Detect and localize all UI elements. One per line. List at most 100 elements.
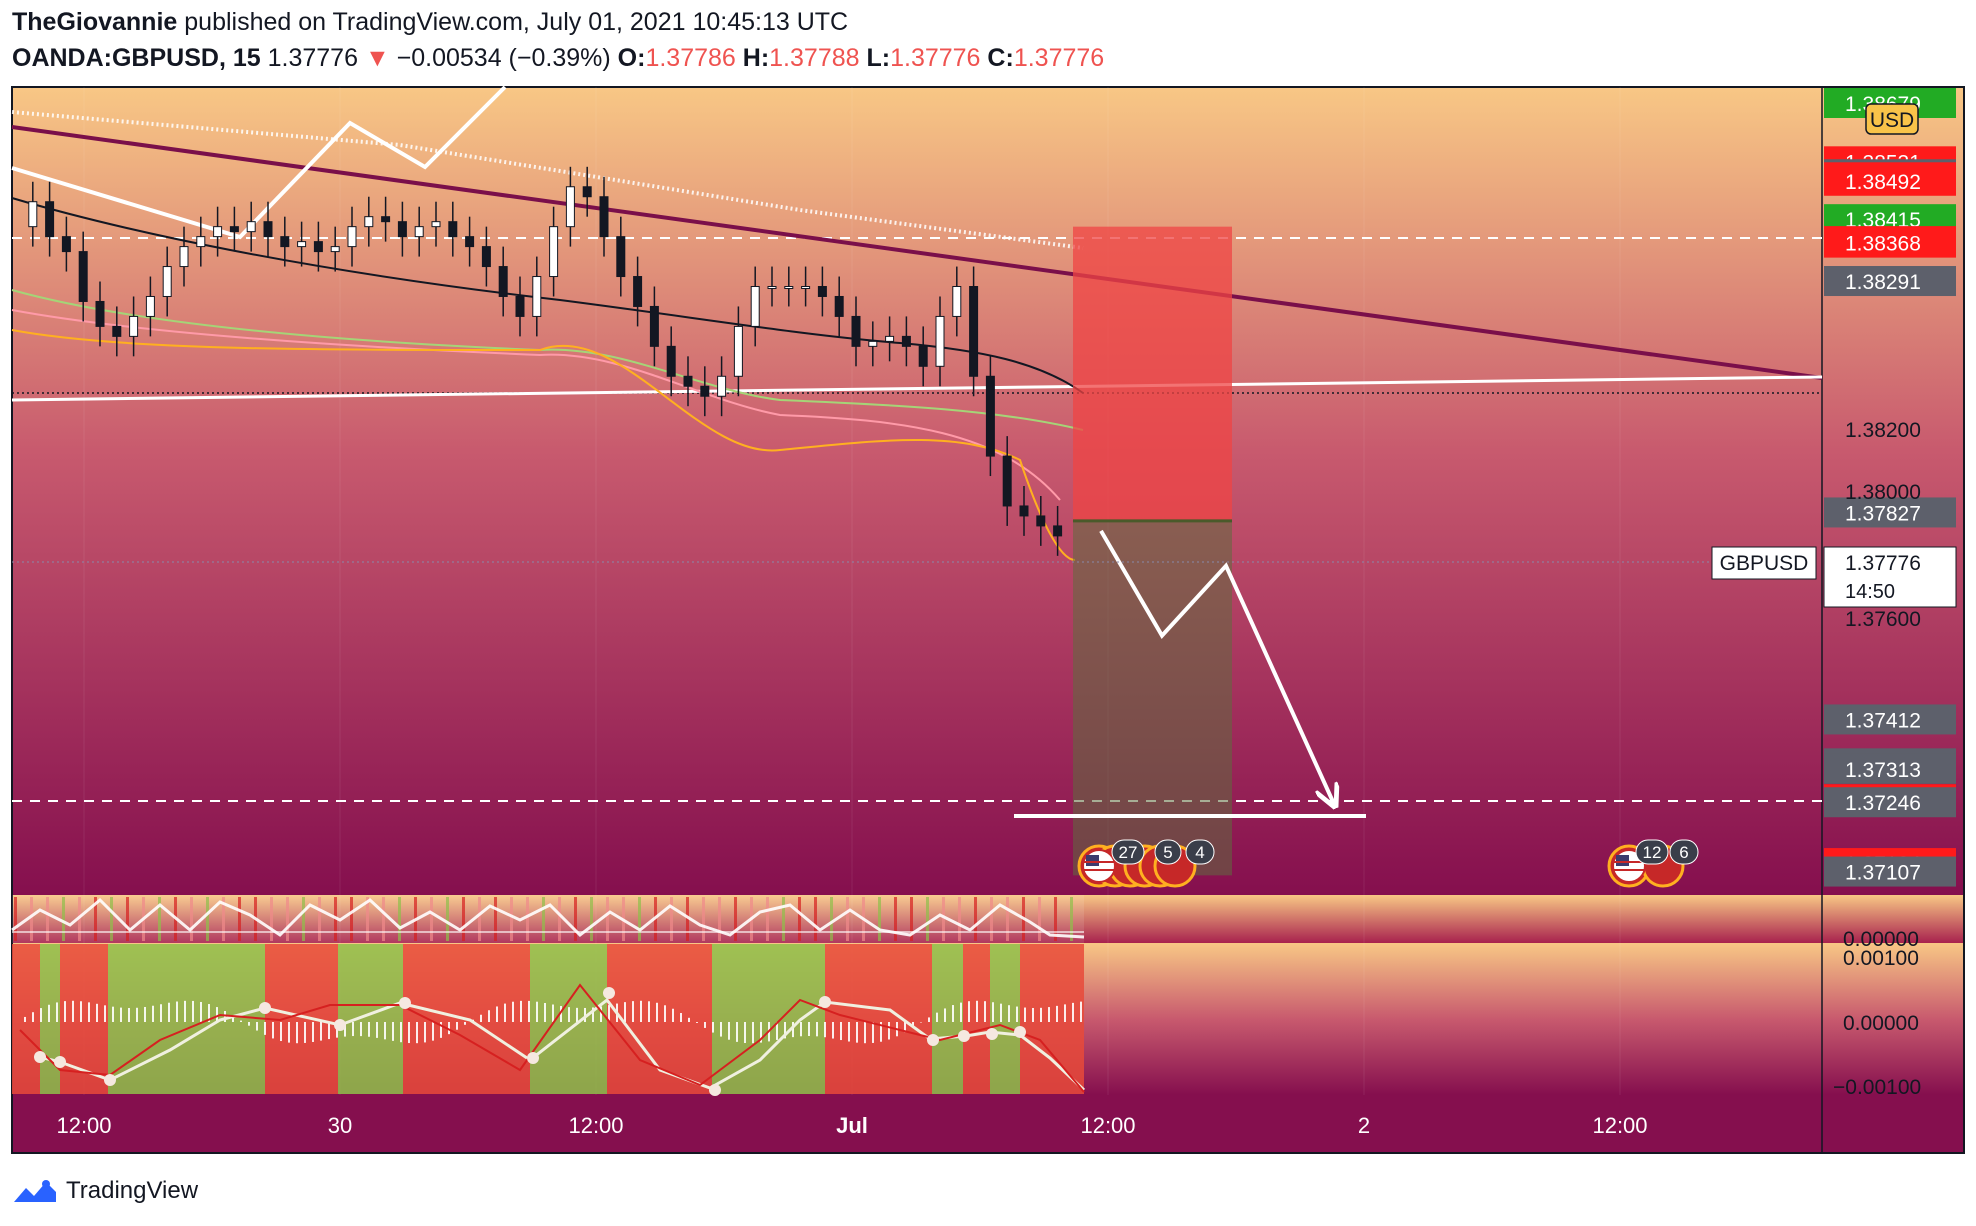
rsi-bar bbox=[382, 897, 385, 941]
macd-hist-bar bbox=[56, 1002, 58, 1022]
candle bbox=[263, 221, 273, 238]
macd-hist-bar bbox=[416, 1022, 418, 1044]
candle bbox=[969, 286, 979, 377]
candle bbox=[901, 335, 911, 347]
rsi-bar bbox=[94, 897, 97, 941]
candle bbox=[717, 375, 727, 397]
candle bbox=[683, 375, 693, 387]
rsi-bar bbox=[62, 897, 65, 941]
price-label[interactable]: 1.37246 bbox=[1824, 787, 1956, 818]
macd-tick: 0.00000 bbox=[1843, 1012, 1919, 1035]
candle bbox=[45, 201, 55, 238]
event-count-1: 27 bbox=[1119, 843, 1138, 862]
macd-hist-bar bbox=[584, 1007, 586, 1022]
descending-trendline[interactable] bbox=[11, 125, 1823, 380]
macd-hist-bar bbox=[208, 1004, 210, 1022]
macd-hist-bar bbox=[688, 1017, 690, 1022]
macd-hist-bar bbox=[440, 1022, 442, 1038]
symbol-info: OANDA:GBPUSD, 15 1.37776 ▼ −0.00534 (−0.… bbox=[12, 44, 1104, 73]
macd-hist-bar bbox=[352, 1022, 354, 1037]
macd-hist-bar bbox=[368, 1022, 370, 1037]
candle bbox=[465, 236, 475, 248]
macd-hist-bar bbox=[608, 1005, 610, 1022]
macd-hist-bar bbox=[24, 1016, 26, 1022]
price-axis-labels[interactable]: 1.386791.385311.385051.384991.384921.384… bbox=[1824, 88, 1956, 887]
white-path-top[interactable] bbox=[11, 85, 507, 240]
y-tick: 1.38200 bbox=[1845, 419, 1921, 442]
candles[interactable] bbox=[28, 166, 1063, 556]
candle bbox=[498, 266, 508, 297]
author-name[interactable]: TheGiovannie bbox=[12, 8, 178, 36]
macd-hist-bar bbox=[536, 1001, 538, 1022]
macd-hist-bar bbox=[1072, 1002, 1074, 1022]
price-label[interactable]: 1.37412 bbox=[1824, 704, 1956, 735]
macd-hist-bar bbox=[160, 1004, 162, 1022]
event-badges[interactable]: 27 5 4 12 6 bbox=[1077, 839, 1699, 888]
macd-hist-bar bbox=[48, 1004, 50, 1022]
rsi-bar bbox=[510, 897, 513, 941]
candle bbox=[1002, 455, 1012, 507]
price-label[interactable]: 1.38368 bbox=[1824, 227, 1956, 258]
price-label-text: 1.37827 bbox=[1845, 502, 1921, 525]
y-tick-labels: 1.38200 1.38000 1.37600 bbox=[1845, 419, 1921, 631]
rsi-bar bbox=[14, 897, 17, 941]
candle bbox=[733, 325, 743, 377]
main-pane[interactable] bbox=[12, 87, 1964, 895]
macd-hist-bar bbox=[600, 1006, 602, 1022]
price-label[interactable]: 1.37827 bbox=[1824, 497, 1956, 528]
macd-hist-bar bbox=[192, 1000, 194, 1022]
rsi-bar bbox=[398, 897, 401, 941]
macd-background-bands bbox=[12, 944, 1084, 1094]
rsi-bar bbox=[766, 897, 769, 941]
macd-hist-bar bbox=[88, 1002, 90, 1022]
down-arrow-icon: ▼ bbox=[364, 44, 390, 72]
macd-hist-bar bbox=[1080, 1001, 1082, 1022]
currency-text: USD bbox=[1870, 109, 1914, 132]
price-label[interactable]: 1.38492 bbox=[1824, 165, 1956, 196]
candle bbox=[78, 251, 88, 302]
price-label[interactable]: 1.37313 bbox=[1824, 753, 1956, 784]
rsi-zero-label: 0.00000 bbox=[1843, 928, 1919, 951]
tradingview-footer[interactable]: TradingView bbox=[12, 1176, 198, 1206]
macd-hist-bar bbox=[992, 1002, 994, 1022]
macd-hist-bar bbox=[120, 1007, 122, 1022]
rsi-bar bbox=[462, 897, 465, 941]
rsi-bar bbox=[190, 897, 193, 941]
time-axis[interactable] bbox=[12, 1095, 1964, 1153]
candle bbox=[515, 295, 525, 317]
white-trendline[interactable] bbox=[11, 375, 1823, 402]
event-count-3: 4 bbox=[1195, 843, 1204, 862]
macd-hist-bar bbox=[784, 1022, 786, 1039]
rsi-bar bbox=[734, 897, 737, 941]
price-label[interactable]: 1.37107 bbox=[1824, 856, 1956, 887]
macd-hist-bar bbox=[952, 1005, 954, 1022]
macd-hist-bar bbox=[792, 1022, 794, 1038]
macd-hist-bar bbox=[824, 1022, 826, 1038]
macd-hist-bar bbox=[728, 1022, 730, 1040]
rsi-bar bbox=[126, 897, 129, 941]
candle bbox=[145, 295, 155, 317]
currency-badge[interactable]: USD bbox=[1865, 103, 1919, 135]
stop-zone[interactable] bbox=[1073, 226, 1232, 521]
target-zone[interactable] bbox=[1073, 520, 1232, 876]
macd-hist-bar bbox=[488, 1010, 490, 1022]
price-label[interactable]: 1.38291 bbox=[1824, 266, 1956, 297]
macd-hist-bar bbox=[1040, 1007, 1042, 1022]
macd-hist-bar bbox=[248, 1022, 250, 1026]
projection-arrow[interactable] bbox=[1099, 529, 1334, 804]
rsi-bar bbox=[958, 897, 961, 941]
candle bbox=[952, 286, 962, 317]
macd-hist-bar bbox=[96, 1003, 98, 1022]
macd-hist-bar bbox=[200, 1001, 202, 1022]
rsi-bar bbox=[926, 897, 929, 941]
macd-hist-bar bbox=[632, 1001, 634, 1022]
candle bbox=[61, 236, 71, 253]
rsi-bar bbox=[574, 897, 577, 941]
short-position-tool[interactable] bbox=[1073, 226, 1232, 876]
ma-pink-line bbox=[11, 309, 1061, 501]
candle bbox=[985, 375, 995, 457]
macd-hist-bar bbox=[568, 1007, 570, 1022]
macd-hist-bar bbox=[832, 1022, 834, 1039]
macd-hist-bar bbox=[112, 1006, 114, 1022]
